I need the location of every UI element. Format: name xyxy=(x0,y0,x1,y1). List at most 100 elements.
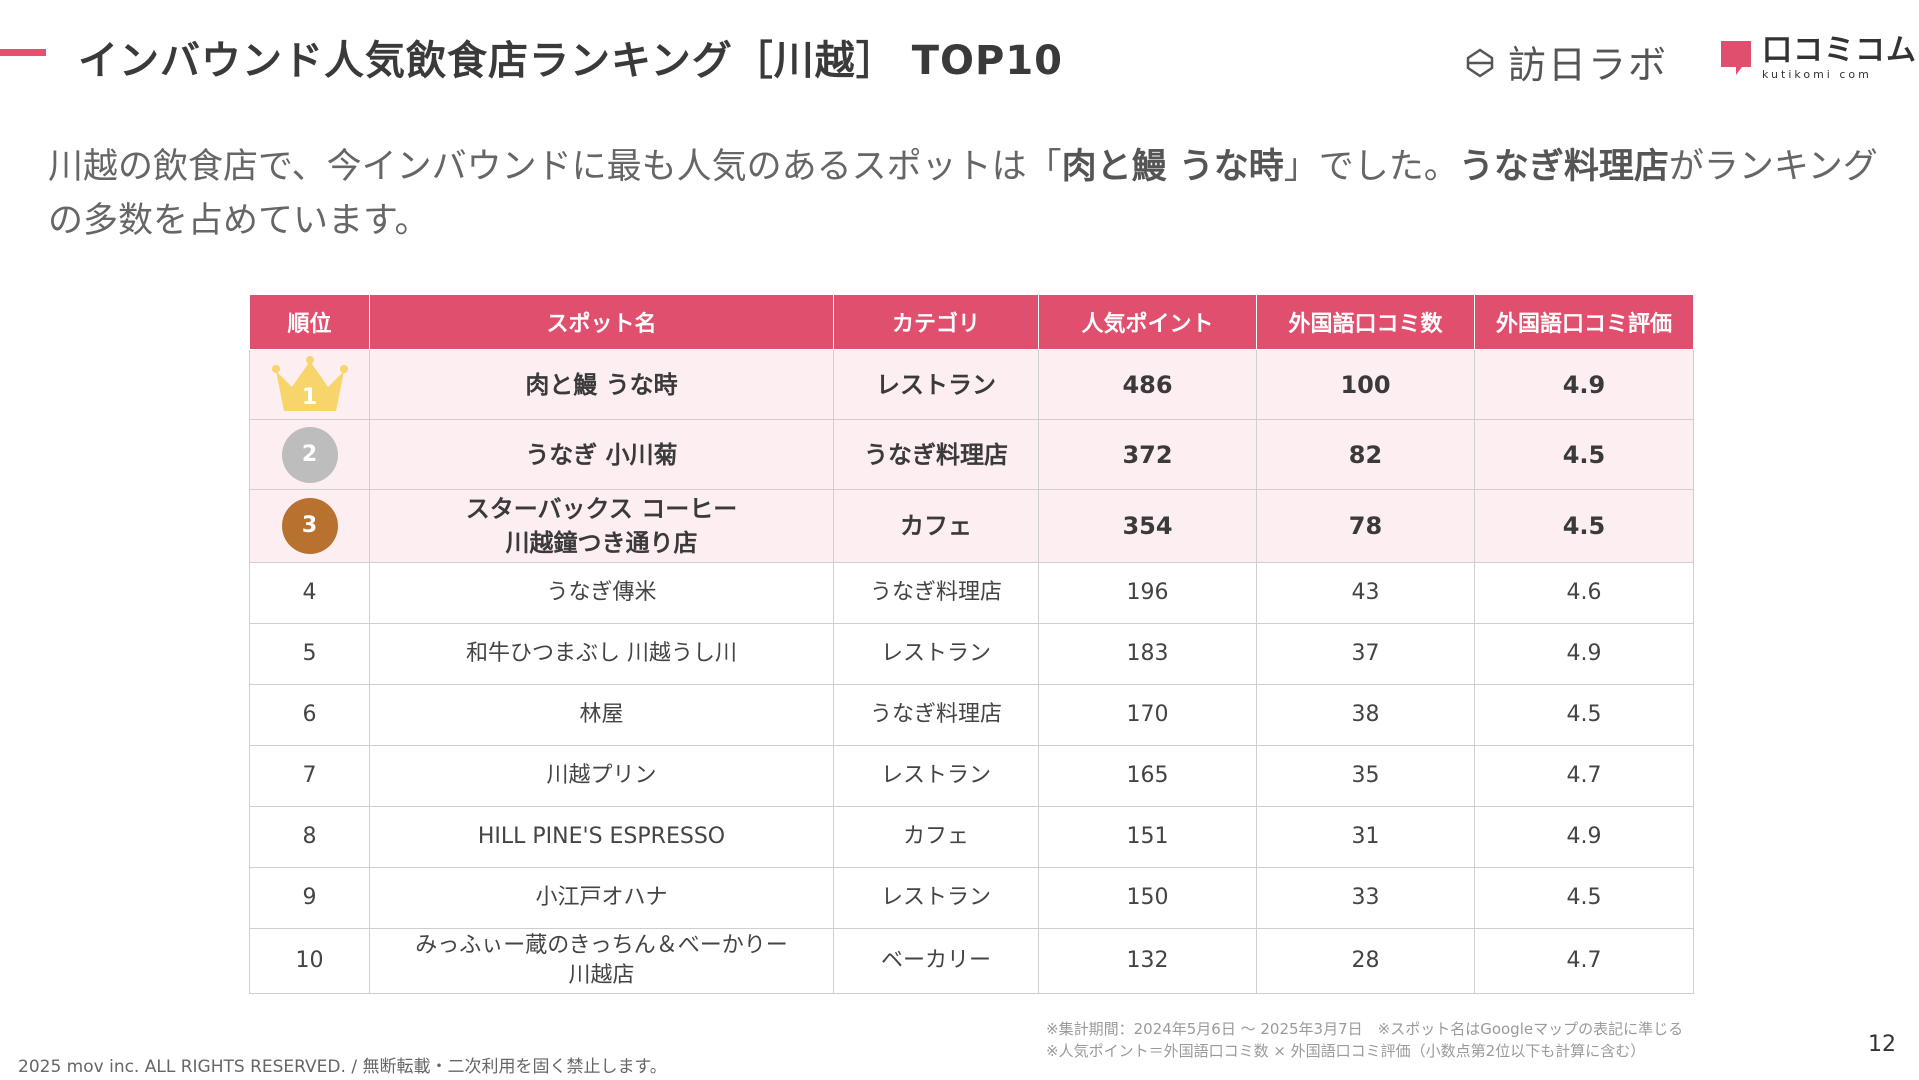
table-row: 2 うなぎ 小川菊 うなぎ料理店 372 82 4.5 xyxy=(249,419,1694,490)
rating-cell: 4.7 xyxy=(1474,928,1694,994)
lead-text-part1: 川越の飲食店で、今インバウンドに最も人気のあるスポットは「 xyxy=(48,147,1062,187)
page-title: インバウンド人気飲食店ランキング［川越］ TOP10 xyxy=(78,38,1063,84)
gold-crown-icon: 1 xyxy=(270,355,350,415)
footnote-period: ※集計期間：2024年5月6日 〜 2025年3月7日 ※スポット名はGoogl… xyxy=(1046,1020,1684,1038)
rating-cell: 4.7 xyxy=(1474,745,1694,807)
spot-name-cell: うなぎ傳米 xyxy=(369,562,834,624)
table-row: 1 肉と鰻 うな時 レストラン 486 100 4.9 xyxy=(249,349,1694,420)
review-count-cell: 78 xyxy=(1256,489,1475,563)
rating-cell: 4.5 xyxy=(1474,684,1694,746)
table-header-row: 順位 スポット名 カテゴリ 人気ポイント 外国語口コミ数 外国語口コミ評価 xyxy=(249,294,1694,350)
copyright-footer: 2025 mov inc. ALL RIGHTS RESERVED. / 無断転… xyxy=(18,1057,667,1077)
rank-cell: 7 xyxy=(249,745,370,807)
rank-cell: 4 xyxy=(249,562,370,624)
table-row: 9 小江戸オハナ レストラン 150 33 4.5 xyxy=(249,867,1694,929)
lead-highlight-category: うなぎ料理店 xyxy=(1458,147,1669,187)
rating-cell: 4.5 xyxy=(1474,419,1694,490)
rating-cell: 4.9 xyxy=(1474,623,1694,685)
category-cell: うなぎ料理店 xyxy=(833,684,1039,746)
points-cell: 486 xyxy=(1038,349,1257,420)
houjin-logo-text: 訪日ラボ xyxy=(1508,43,1669,87)
spot-name-cell: 川越プリン xyxy=(369,745,834,807)
review-count-cell: 100 xyxy=(1256,349,1475,420)
rank-cell: 6 xyxy=(249,684,370,746)
logo-kuchikomi: 口コミコム kutikomi com xyxy=(1718,36,1917,80)
points-cell: 150 xyxy=(1038,867,1257,929)
footnote-points-formula: ※人気ポイント＝外国語口コミ数 × 外国語口コミ評価（小数点第2位以下も計算に含… xyxy=(1046,1042,1646,1060)
category-cell: カフェ xyxy=(833,806,1039,868)
col-header-spot-name: スポット名 xyxy=(369,294,834,350)
review-count-cell: 43 xyxy=(1256,562,1475,624)
col-header-review-rating: 外国語口コミ評価 xyxy=(1474,294,1694,350)
table-row: 7 川越プリン レストラン 165 35 4.7 xyxy=(249,745,1694,807)
table-row: 3 スターバックス コーヒー 川越鐘つき通り店 カフェ 354 78 4.5 xyxy=(249,489,1694,563)
rank-number: 1 xyxy=(301,384,318,410)
rating-cell: 4.6 xyxy=(1474,562,1694,624)
lead-highlight-spot: 肉と鰻 うな時 xyxy=(1061,147,1284,187)
table-row: 5 和牛ひつまぶし 川越うし川 レストラン 183 37 4.9 xyxy=(249,623,1694,685)
category-cell: カフェ xyxy=(833,489,1039,563)
bronze-medal-icon: 3 xyxy=(281,498,338,554)
lead-text-part3: がランキングの多数を占めています。 xyxy=(48,147,1878,241)
table-row: 4 うなぎ傳米 うなぎ料理店 196 43 4.6 xyxy=(249,562,1694,624)
rank-cell: 3 xyxy=(249,489,370,563)
table-row: 10 みっふぃー蔵のきっちん＆べーかりー 川越店 ベーカリー 132 28 4.… xyxy=(249,928,1694,994)
review-count-cell: 33 xyxy=(1256,867,1475,929)
rating-cell: 4.5 xyxy=(1474,867,1694,929)
table-row: 8 HILL PINE'S ESPRESSO カフェ 151 31 4.9 xyxy=(249,806,1694,868)
rank-cell: 9 xyxy=(249,867,370,929)
rank-cell: 10 xyxy=(249,928,370,994)
footnotes: ※集計期間：2024年5月6日 〜 2025年3月7日 ※スポット名はGoogl… xyxy=(1046,1018,1683,1062)
review-count-cell: 35 xyxy=(1256,745,1475,807)
kuchikomi-logo-icon xyxy=(1721,41,1751,75)
lead-text-part2: 」でした。 xyxy=(1283,147,1459,187)
spot-name-cell: うなぎ 小川菊 xyxy=(369,419,834,490)
spot-name-cell: 小江戸オハナ xyxy=(369,867,834,929)
category-cell: レストラン xyxy=(833,745,1039,807)
points-cell: 170 xyxy=(1038,684,1257,746)
review-count-cell: 82 xyxy=(1256,419,1475,490)
spot-name-line1: みっふぃー蔵のきっちん＆べーかりー xyxy=(415,933,788,958)
points-cell: 372 xyxy=(1038,419,1257,490)
points-cell: 196 xyxy=(1038,562,1257,624)
table-row: 6 林屋 うなぎ料理店 170 38 4.5 xyxy=(249,684,1694,746)
spot-name-cell: 和牛ひつまぶし 川越うし川 xyxy=(369,623,834,685)
kuchikomi-logo-subtext: kutikomi com xyxy=(1762,68,1872,81)
review-count-cell: 38 xyxy=(1256,684,1475,746)
rank-cell: 1 xyxy=(249,349,370,420)
rank-cell: 8 xyxy=(249,806,370,868)
category-cell: ベーカリー xyxy=(833,928,1039,994)
category-cell: うなぎ料理店 xyxy=(833,562,1039,624)
category-cell: うなぎ料理店 xyxy=(833,419,1039,490)
category-cell: レストラン xyxy=(833,349,1039,420)
title-accent-bar xyxy=(0,49,46,56)
spot-name-line2: 川越鐘つき通り店 xyxy=(505,529,698,557)
spot-name-cell: 林屋 xyxy=(369,684,834,746)
rating-cell: 4.5 xyxy=(1474,489,1694,563)
col-header-category: カテゴリ xyxy=(833,294,1039,350)
spot-name-cell: HILL PINE'S ESPRESSO xyxy=(369,806,834,868)
points-cell: 165 xyxy=(1038,745,1257,807)
rating-cell: 4.9 xyxy=(1474,349,1694,420)
col-header-review-count: 外国語口コミ数 xyxy=(1256,294,1475,350)
category-cell: レストラン xyxy=(833,867,1039,929)
points-cell: 183 xyxy=(1038,623,1257,685)
points-cell: 132 xyxy=(1038,928,1257,994)
lead-text: 川越の飲食店で、今インバウンドに最も人気のあるスポットは「肉と鰻 うな時」でした… xyxy=(48,140,1878,248)
review-count-cell: 31 xyxy=(1256,806,1475,868)
category-cell: レストラン xyxy=(833,623,1039,685)
review-count-cell: 37 xyxy=(1256,623,1475,685)
points-cell: 354 xyxy=(1038,489,1257,563)
spot-name: 肉と鰻 うな時 xyxy=(525,370,678,399)
review-count-cell: 28 xyxy=(1256,928,1475,994)
rank-cell: 2 xyxy=(249,419,370,490)
spot-name: うなぎ 小川菊 xyxy=(525,440,678,469)
spot-name-cell: スターバックス コーヒー 川越鐘つき通り店 xyxy=(369,489,834,563)
spot-name-cell: みっふぃー蔵のきっちん＆べーかりー 川越店 xyxy=(369,928,834,994)
kuchikomi-logo-text: 口コミコム xyxy=(1762,33,1917,68)
points-cell: 151 xyxy=(1038,806,1257,868)
houjin-logo-icon xyxy=(1466,47,1494,78)
col-header-points: 人気ポイント xyxy=(1038,294,1257,350)
rank-cell: 5 xyxy=(249,623,370,685)
spot-name-line1: スターバックス コーヒー xyxy=(465,495,738,523)
